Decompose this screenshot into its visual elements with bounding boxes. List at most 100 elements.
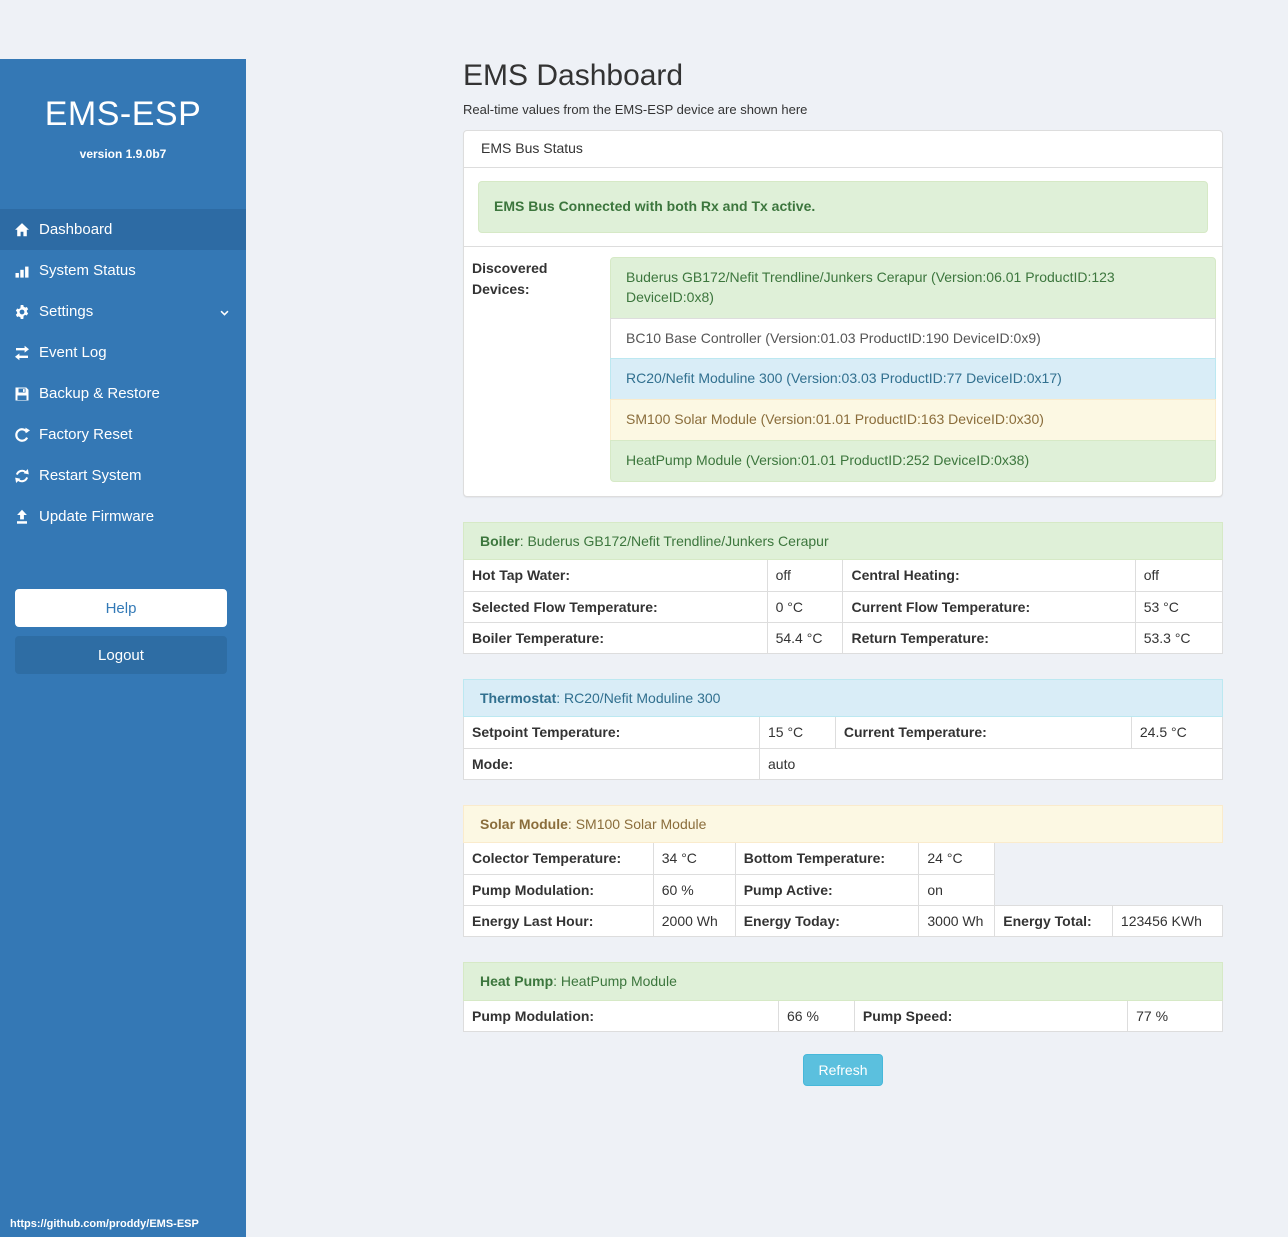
field-label: Pump Modulation: bbox=[463, 873, 654, 906]
brand-title: EMS-ESP bbox=[44, 95, 202, 133]
sidebar-item-label: Factory Reset bbox=[39, 426, 133, 443]
sidebar: EMS-ESP version 1.9.0b7 Dashboard System … bbox=[0, 59, 246, 1237]
brand-version: version 1.9.0b7 bbox=[79, 147, 167, 161]
sidebar-nav: Dashboard System Status Settings Event Log B… bbox=[0, 209, 246, 537]
section-header-solar: Solar Module: SM100 Solar Module bbox=[463, 805, 1223, 844]
main-content: EMS Dashboard Real-time values from the … bbox=[246, 59, 1288, 1086]
brand: EMS-ESP version 1.9.0b7 bbox=[0, 59, 246, 161]
device-list-item: SM100 Solar Module (Version:01.01 Produc… bbox=[610, 399, 1216, 442]
refresh-button[interactable]: Refresh bbox=[803, 1053, 883, 1086]
field-value: 24 °C bbox=[918, 842, 996, 875]
sidebar-item-update-firmware[interactable]: Update Firmware bbox=[0, 496, 246, 537]
device-list-item: BC10 Base Controller (Version:01.03 Prod… bbox=[610, 317, 1216, 360]
field-label: Central Heating: bbox=[842, 559, 1136, 592]
field-label: Current Flow Temperature: bbox=[842, 590, 1136, 623]
sidebar-item-label: Restart System bbox=[39, 467, 142, 484]
bus-connected-alert: EMS Bus Connected with both Rx and Tx ac… bbox=[478, 180, 1208, 233]
sidebar-item-restart-system[interactable]: Restart System bbox=[0, 455, 246, 496]
sidebar-item-system-status[interactable]: System Status bbox=[0, 250, 246, 291]
table-row: Colector Temperature: 34 °C Bottom Tempera… bbox=[463, 842, 1223, 875]
section-table-thermostat: Thermostat: RC20/Nefit Moduline 300 Setpo… bbox=[463, 679, 1224, 781]
field-value: 53 °C bbox=[1134, 590, 1224, 623]
transfer-arrows-icon bbox=[14, 345, 30, 361]
device-list-wrap: Buderus GB172/Nefit Trendline/Junkers Ce… bbox=[610, 247, 1222, 496]
field-value: on bbox=[918, 873, 996, 906]
field-value: auto bbox=[759, 747, 1223, 781]
field-value: off bbox=[1134, 559, 1224, 592]
field-label: Energy Last Hour: bbox=[463, 904, 654, 938]
field-label: Hot Tap Water: bbox=[463, 559, 768, 592]
gear-icon bbox=[14, 304, 30, 320]
sidebar-item-label: Backup & Restore bbox=[39, 385, 160, 402]
github-link-status: https://github.com/proddy/EMS-ESP bbox=[10, 1218, 199, 1230]
field-value: 77 % bbox=[1127, 999, 1223, 1032]
table-row: Boiler Temperature: 54.4 °C Return Tempera… bbox=[463, 621, 1224, 655]
section-title: Thermostat bbox=[480, 690, 557, 707]
table-row: Hot Tap Water: off Central Heating: off bbox=[463, 559, 1224, 592]
sidebar-item-factory-reset[interactable]: Factory Reset bbox=[0, 414, 246, 455]
sidebar-item-label: System Status bbox=[39, 262, 136, 279]
sidebar-item-label: Event Log bbox=[39, 344, 107, 361]
field-value: off bbox=[766, 559, 844, 592]
sync-arrows-icon bbox=[14, 468, 30, 484]
table-row: Energy Last Hour: 2000 Wh Energy Today: 300… bbox=[463, 904, 1224, 938]
field-value: 3000 Wh bbox=[918, 904, 996, 938]
field-label: Selected Flow Temperature: bbox=[463, 590, 768, 623]
sidebar-item-label: Dashboard bbox=[39, 221, 113, 238]
upload-icon bbox=[14, 509, 30, 525]
sidebar-actions: Help Logout bbox=[15, 589, 227, 674]
empty-cell bbox=[994, 842, 1223, 875]
panel-heading: EMS Bus Status bbox=[481, 140, 583, 156]
field-label: Current Temperature: bbox=[834, 716, 1132, 749]
field-value: 2000 Wh bbox=[652, 904, 736, 938]
page-subtitle: Real-time values from the EMS-ESP device… bbox=[463, 102, 808, 117]
field-label: Pump Active: bbox=[734, 873, 920, 906]
table-row: Setpoint Temperature: 15 °C Current Temper… bbox=[463, 716, 1224, 749]
chevron-down-icon bbox=[219, 306, 230, 317]
field-label: Setpoint Temperature: bbox=[463, 716, 760, 749]
section-device-name: SM100 Solar Module bbox=[575, 816, 707, 833]
home-icon bbox=[14, 222, 30, 238]
section-title: Boiler bbox=[480, 533, 520, 549]
section-device-name: Buderus GB172/Nefit Trendline/Junkers Ce… bbox=[527, 533, 829, 549]
sidebar-item-backup-restore[interactable]: Backup & Restore bbox=[0, 373, 246, 414]
field-value: 53.3 °C bbox=[1134, 621, 1224, 655]
field-label: Return Temperature: bbox=[842, 621, 1136, 655]
field-label: Colector Temperature: bbox=[463, 842, 654, 875]
empty-cell bbox=[994, 874, 1223, 906]
sidebar-item-dashboard[interactable]: Dashboard bbox=[0, 209, 246, 250]
field-value: 60 % bbox=[652, 873, 736, 906]
section-header-thermostat: Thermostat: RC20/Nefit Moduline 300 bbox=[463, 679, 1223, 718]
refresh-wrap: Refresh bbox=[463, 1053, 1223, 1086]
logout-button[interactable]: Logout bbox=[15, 636, 227, 674]
field-label: Boiler Temperature: bbox=[463, 621, 768, 655]
field-value: 24.5 °C bbox=[1130, 716, 1224, 749]
section-device-name: RC20/Nefit Moduline 300 bbox=[564, 690, 721, 707]
discovered-devices-row: Discovered Devices: Buderus GB172/Nefit … bbox=[464, 245, 1222, 496]
help-button[interactable]: Help bbox=[15, 589, 227, 627]
field-value: 123456 KWh bbox=[1111, 904, 1224, 938]
ems-bus-status-panel: EMS Bus Status EMS Bus Connected with bo… bbox=[463, 130, 1223, 497]
section-header-boiler: Boiler: Buderus GB172/Nefit Trendline/Ju… bbox=[463, 521, 1223, 561]
page-title: EMS Dashboard bbox=[463, 59, 684, 92]
section-title: Heat Pump bbox=[480, 973, 554, 990]
field-label: Mode: bbox=[463, 747, 760, 781]
field-label: Pump Speed: bbox=[853, 999, 1129, 1032]
field-value: 54.4 °C bbox=[766, 621, 844, 655]
field-value: 34 °C bbox=[652, 842, 736, 875]
stats-icon bbox=[14, 263, 30, 279]
table-row: Selected Flow Temperature: 0 °C Current Fl… bbox=[463, 590, 1224, 623]
floppy-disk-icon bbox=[14, 386, 30, 402]
section-device-name: HeatPump Module bbox=[560, 973, 677, 990]
device-list-item: RC20/Nefit Moduline 300 (Version:03.03 P… bbox=[610, 358, 1216, 401]
sidebar-item-settings[interactable]: Settings bbox=[0, 291, 246, 332]
sidebar-item-event-log[interactable]: Event Log bbox=[0, 332, 246, 373]
discovered-devices-label: Discovered Devices: bbox=[472, 259, 548, 297]
section-table-boiler: Boiler: Buderus GB172/Nefit Trendline/Ju… bbox=[463, 521, 1224, 655]
sidebar-item-label: Update Firmware bbox=[39, 508, 155, 525]
panel-body: EMS Bus Connected with both Rx and Tx ac… bbox=[464, 166, 1222, 246]
field-label: Pump Modulation: bbox=[463, 999, 779, 1032]
section-title: Solar Module bbox=[480, 816, 568, 833]
section-table-solar: Solar Module: SM100 Solar Module Colector… bbox=[463, 805, 1224, 938]
table-row: Mode: auto bbox=[463, 747, 1223, 781]
